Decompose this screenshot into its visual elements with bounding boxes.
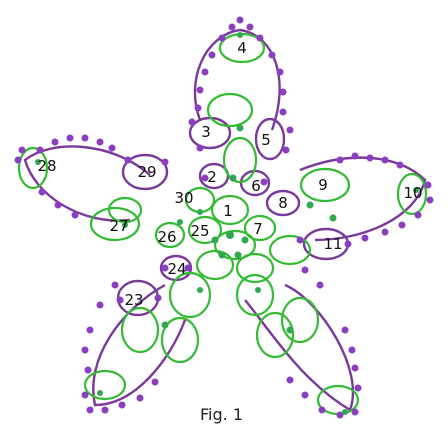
ring-number-11: 11 [323, 235, 342, 253]
ring-number-26: 26 [157, 228, 176, 246]
ring-number-7: 7 [253, 220, 263, 238]
ring-number-24: 24 [167, 260, 186, 278]
ring-number-10: 10 [403, 184, 422, 202]
ring-number-8: 8 [278, 194, 288, 212]
figure-caption: Fig. 1 [200, 405, 243, 424]
ring-number-29: 29 [137, 163, 156, 181]
ring-number-27: 27 [109, 217, 128, 235]
ring-number-9: 9 [318, 176, 328, 194]
ring-number-3: 3 [201, 123, 211, 141]
ring-number-30: 30 [174, 189, 193, 207]
ring-number-2: 2 [207, 168, 217, 186]
ring-number-5: 5 [261, 131, 271, 149]
ring-number-28: 28 [37, 157, 56, 175]
join-dots [35, 32, 419, 415]
ring-number-23: 23 [124, 291, 143, 309]
ring-number-6: 6 [251, 177, 261, 195]
ring-number-4: 4 [237, 39, 247, 57]
ring-outlines [17, 32, 428, 416]
picot-dots [14, 16, 434, 419]
ring-numbers: 1 2 3 4 5 6 7 8 9 10 11 23 24 25 26 27 2… [37, 39, 422, 309]
ring-number-1: 1 [223, 202, 233, 220]
ring-number-25: 25 [190, 222, 209, 240]
